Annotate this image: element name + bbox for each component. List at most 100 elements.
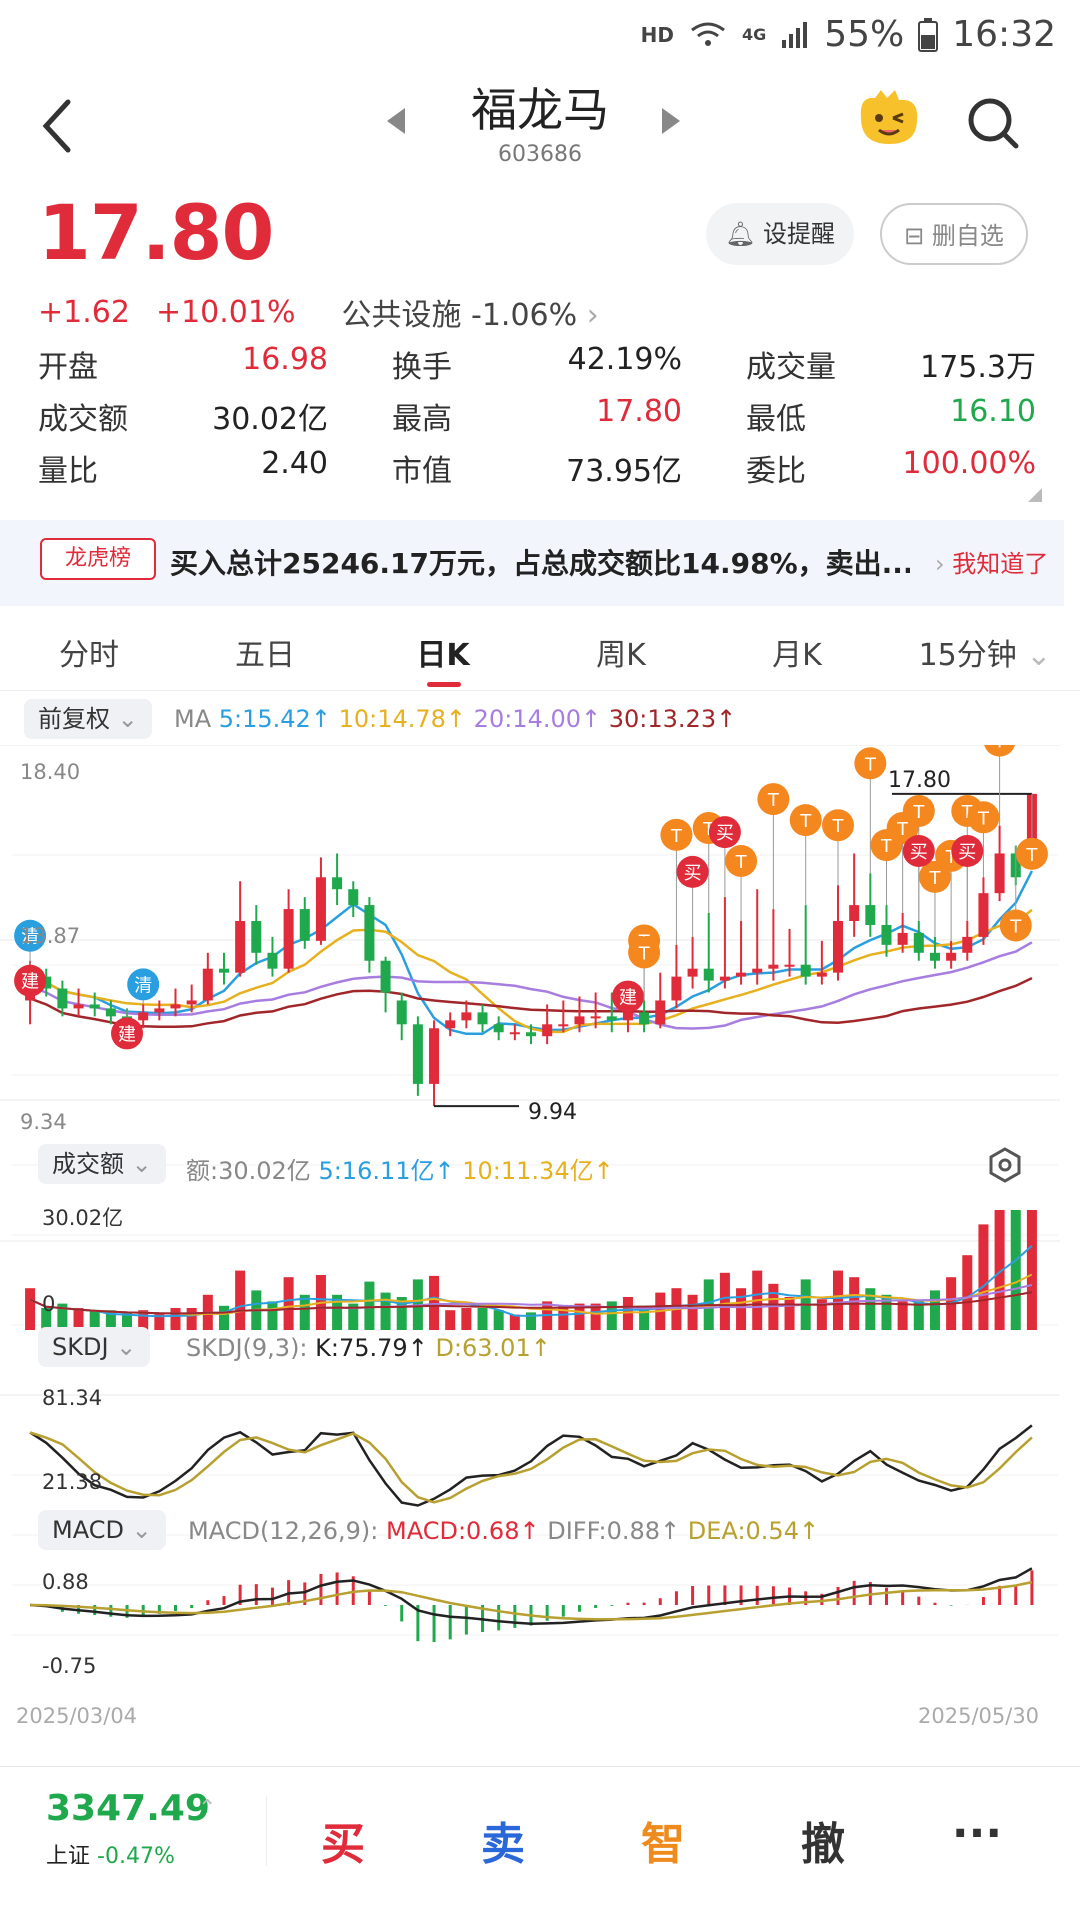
candle-body [768, 964, 779, 969]
buy-button[interactable]: 买 [321, 1819, 365, 1870]
hd-indicator: HD [640, 22, 674, 47]
candle-body [364, 905, 375, 961]
date-start: 2025/03/04 [16, 1704, 138, 1728]
stock-name: 福龙马 [471, 83, 609, 137]
index-value[interactable]: 3347.49 [46, 1788, 210, 1829]
marker-t [628, 936, 661, 969]
candle-body [590, 1016, 601, 1019]
prev-stock-icon[interactable] [387, 108, 405, 134]
smart-button[interactable]: 智 [641, 1819, 685, 1870]
tab-2[interactable]: 日K [416, 638, 470, 673]
volume-bar [396, 1297, 407, 1330]
set-alert-label: 设提醒 [763, 220, 836, 248]
kline-chart[interactable]: 建清清建建TTTTTTTTTTTTTTTTT买买买买TT [0, 745, 1080, 1745]
marker-t-label: T [1009, 916, 1022, 937]
volume-bar [105, 1310, 116, 1330]
marker-t-label: T [799, 811, 812, 832]
volume-bar [736, 1288, 747, 1330]
volume-bar [429, 1275, 440, 1330]
candle-body [946, 952, 957, 961]
marker-t-label: T [864, 754, 877, 775]
cancel-order-button[interactable]: 撤 [801, 1819, 845, 1870]
marker-t-label: T [670, 826, 683, 847]
candle-body [994, 853, 1005, 894]
sell-button[interactable]: 卖 [481, 1819, 525, 1870]
skdj-legend: SKDJ(9,3): K:75.79↑ D:63.01↑ [186, 1334, 551, 1362]
candle-body [622, 1012, 633, 1021]
adjust-label: 前复权 [38, 705, 110, 733]
stat-value: 100.00% [902, 446, 1036, 481]
candle-body [299, 909, 310, 941]
tab-0[interactable]: 分时 [59, 638, 119, 673]
expand-corner-icon[interactable] [1028, 488, 1042, 502]
skdj-dropdown[interactable]: SKDJ ⌄ [38, 1327, 151, 1367]
volume-bar [913, 1301, 924, 1330]
chevron-up-icon[interactable]: ⌃ [198, 1796, 217, 1821]
active-tab-indicator [427, 682, 461, 687]
set-alert-button[interactable]: 🔔︎ 设提醒 [706, 203, 854, 265]
candle-body [978, 893, 989, 937]
candle-body [800, 964, 811, 977]
chevron-right-icon: › [935, 550, 953, 578]
adjust-dropdown[interactable]: 前复权 ⌄ [24, 699, 152, 739]
stat-value: 2.40 [261, 446, 328, 481]
volume-legend: 额:30.02亿 5:16.11亿↑ 10:11.34亿↑ [186, 1151, 614, 1186]
mascot-icon[interactable] [855, 88, 923, 148]
macd-dropdown[interactable]: MACD ⌄ [38, 1510, 166, 1550]
tab-3[interactable]: 周K [596, 638, 646, 673]
candle-body [736, 972, 747, 977]
marker-jian-label: 建 [21, 972, 39, 993]
candle-body [671, 976, 682, 1001]
next-stock-icon[interactable] [662, 108, 680, 134]
marker-jian [611, 980, 644, 1013]
marker-mai-label: 买 [910, 842, 928, 863]
skdj-k: K:75.79↑ [315, 1334, 428, 1362]
got-it-button[interactable]: › 我知道了 [935, 544, 1048, 579]
volume-bar [994, 1210, 1005, 1330]
remove-watchlist-button[interactable]: ⊟ 删自选 [880, 203, 1028, 265]
volume-indicator-dropdown[interactable]: 成交额 ⌄ [38, 1144, 166, 1184]
stat-label: 最高 [392, 402, 452, 437]
volume-bar [89, 1310, 100, 1330]
volume-bar [445, 1310, 456, 1330]
index-row: 上证 -0.47% [46, 1838, 175, 1870]
candle-body [283, 909, 294, 969]
settings-icon[interactable] [986, 1146, 1024, 1184]
candle-body [251, 920, 262, 953]
search-icon[interactable] [966, 96, 1020, 150]
more-button[interactable]: ··· [951, 1808, 1003, 1859]
tab-1[interactable]: 五日 [235, 638, 295, 673]
candle-body [461, 1012, 472, 1021]
signal-icon [782, 21, 808, 48]
price-axis-bottom: 9.34 [20, 1110, 67, 1134]
macd-legend: MACD(12,26,9): MACD:0.68↑ DIFF:0.88↑ DEA… [188, 1517, 819, 1545]
volume-bar [235, 1270, 246, 1330]
marker-t-label: T [735, 852, 748, 873]
minus-box-icon: ⊟ [904, 222, 925, 250]
tab-5[interactable]: 15分钟 ⌄ [918, 638, 1052, 673]
candle-body [639, 1012, 650, 1025]
marker-t [660, 818, 693, 851]
volume-bar [574, 1303, 585, 1330]
candle-body [655, 1000, 666, 1025]
marker-t-label: T [880, 836, 893, 857]
volume-bar [978, 1224, 989, 1330]
price-axis-mid: 13.87 [20, 924, 81, 948]
volume-title: 成交额 [52, 1150, 124, 1178]
ma20-value: 20:14.00↑ [473, 705, 602, 733]
candle-body [396, 1000, 407, 1025]
candle-body [687, 968, 698, 977]
volume-ma5: 5:16.11亿↑ [318, 1157, 455, 1185]
dragon-tiger-banner[interactable] [0, 520, 1064, 606]
back-icon[interactable] [36, 96, 80, 156]
candle-body [348, 889, 359, 906]
candle-body [235, 920, 246, 973]
volume-bar [622, 1297, 633, 1330]
remove-watchlist-label: 删自选 [931, 222, 1004, 250]
price-axis-top: 18.40 [20, 760, 81, 784]
volume-bar [154, 1312, 165, 1330]
candle-body [784, 964, 795, 967]
tab-4[interactable]: 月K [772, 638, 822, 673]
industry-link[interactable]: 公共设施 -1.06% › [341, 290, 598, 334]
volume-bar [299, 1294, 310, 1330]
